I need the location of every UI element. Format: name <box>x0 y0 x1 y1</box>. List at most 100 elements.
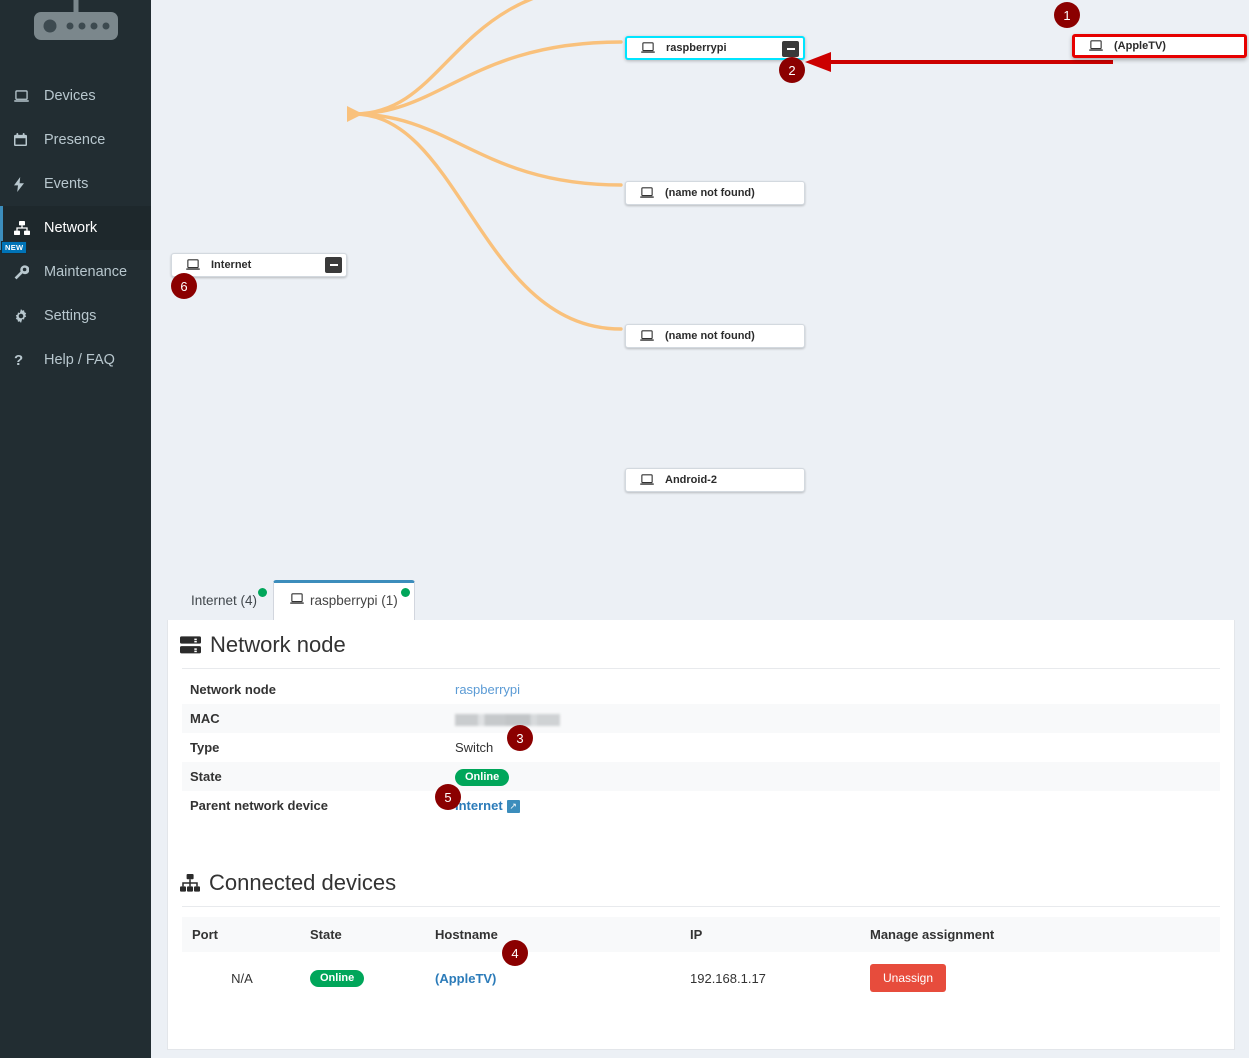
sidebar: Devices Presence Events Network NEW <box>0 0 151 1058</box>
connected-devices-table: Port State Hostname IP Manage assignment… <box>182 917 1220 1004</box>
sitemap-icon <box>180 874 200 892</box>
topology-node-appletv[interactable]: (AppleTV) <box>1072 34 1247 58</box>
row-value: raspberrypi <box>447 675 1220 704</box>
sidebar-item-maintenance[interactable]: NEW Maintenance <box>0 241 151 294</box>
sidebar-item-label: Settings <box>44 308 97 324</box>
tab-internet[interactable]: Internet (4) <box>175 581 273 621</box>
laptop-icon <box>640 330 654 342</box>
parent-network-device-link[interactable]: Internet <box>455 797 503 813</box>
app-logo[interactable] <box>0 0 151 60</box>
divider <box>182 906 1220 907</box>
sidebar-nav: Devices Presence Events Network NEW <box>0 74 151 382</box>
topology-node-label: (name not found) <box>665 187 755 199</box>
type-value: Switch <box>455 740 494 755</box>
callout-badge-4: 4 <box>502 940 528 966</box>
server-icon <box>180 635 201 655</box>
laptop-icon <box>186 259 200 271</box>
row-key: State <box>190 769 222 784</box>
sidebar-item-label: Events <box>44 176 89 192</box>
column-header-hostname: Hostname <box>427 917 682 952</box>
row-value: Online <box>447 762 1220 791</box>
tab-label: raspberrypi (1) <box>310 593 398 608</box>
detail-tabs: Internet (4) raspberrypi (1) <box>175 575 415 621</box>
topology-node-label: raspberrypi <box>666 42 727 54</box>
table-row: N/A Online (AppleTV) 4 192.168.1.17 Unas… <box>182 940 1220 1004</box>
topology-node-label: Android-2 <box>665 474 717 486</box>
network-node-heading: Network node <box>168 620 1234 668</box>
cell-hostname: (AppleTV) 4 <box>427 940 682 1004</box>
gear-icon <box>14 309 36 323</box>
topology-edges <box>347 0 1113 331</box>
new-badge: NEW <box>1 241 28 254</box>
laptop-icon <box>1089 40 1103 52</box>
topology-node-raspberrypi[interactable]: raspberrypi <box>625 36 805 60</box>
callout-badge-3: 3 <box>507 725 533 751</box>
section-title: Connected devices <box>209 870 397 895</box>
laptop-icon <box>14 89 36 103</box>
table-header-row: Port State Hostname IP Manage assignment <box>182 917 1220 952</box>
bolt-icon <box>14 176 36 192</box>
column-header-manage-assignment: Manage assignment <box>862 917 1220 952</box>
row-key: MAC <box>190 711 220 726</box>
sidebar-item-label: Help / FAQ <box>44 352 115 368</box>
row-key: Type <box>190 740 220 755</box>
sidebar-item-label: Presence <box>44 132 106 148</box>
collapse-toggle-internet[interactable] <box>325 257 342 273</box>
topology-node-internet[interactable]: Internet <box>171 253 347 277</box>
annotation-arrow <box>805 52 1113 72</box>
topology-node-label: Internet <box>211 259 252 271</box>
tab-raspberrypi[interactable]: raspberrypi (1) <box>273 580 415 621</box>
topology-node-label: (AppleTV) <box>1114 40 1166 52</box>
status-dot-online <box>400 588 410 597</box>
column-header-port: Port <box>182 917 302 952</box>
sidebar-item-label: Devices <box>44 88 96 104</box>
table-row: State Online <box>182 762 1220 791</box>
connected-devices-heading: Connected devices <box>168 820 1234 906</box>
laptop-icon <box>290 593 304 608</box>
cell-manage-assignment: Unassign <box>862 952 1220 1004</box>
sidebar-item-label: Maintenance <box>44 264 128 280</box>
tab-label: Internet (4) <box>191 593 258 608</box>
status-badge: Online <box>455 768 510 786</box>
laptop-icon <box>641 42 655 54</box>
row-value <box>447 704 1220 733</box>
callout-badge-1: 1 <box>1054 2 1080 28</box>
callout-badge-5: 5 <box>435 784 461 810</box>
laptop-icon <box>640 187 654 199</box>
sidebar-item-events[interactable]: Events <box>0 162 151 206</box>
wrench-icon <box>14 264 36 280</box>
topology-node-android-2[interactable]: Android-2 <box>625 468 805 492</box>
callout-badge-2: 2 <box>779 57 805 83</box>
topology-node-unnamed-2[interactable]: (name not found) <box>625 324 805 348</box>
row-value: Internet ↗ 5 <box>435 784 1220 820</box>
table-row: MAC <box>182 704 1220 733</box>
status-dot-online <box>258 588 268 597</box>
hostname-link[interactable]: (AppleTV) <box>435 970 497 986</box>
table-row: Parent network device Internet ↗ 5 <box>182 784 1220 820</box>
topology-node-label: (name not found) <box>665 330 755 342</box>
question-icon: ? <box>14 351 24 369</box>
main-content: raspberrypi (AppleTV) (name not found) (… <box>151 0 1249 1058</box>
router-icon <box>34 0 118 40</box>
calendar-icon <box>14 133 36 147</box>
row-key: Parent network device <box>190 798 328 813</box>
callout-badge-6: 6 <box>171 273 197 299</box>
cell-ip: 192.168.1.17 <box>690 970 766 986</box>
table-row: Type Switch 3 <box>182 725 1220 762</box>
network-topology-canvas[interactable]: raspberrypi (AppleTV) (name not found) (… <box>151 0 1249 565</box>
unassign-button[interactable]: Unassign <box>870 964 947 992</box>
table-row: Network node raspberrypi <box>182 675 1220 704</box>
sidebar-item-help-faq[interactable]: ? Help / FAQ <box>0 338 151 382</box>
topology-node-unnamed-1[interactable]: (name not found) <box>625 181 805 205</box>
network-node-link[interactable]: raspberrypi <box>455 682 521 697</box>
column-header-state: State <box>302 917 427 952</box>
divider <box>182 668 1220 669</box>
sidebar-item-presence[interactable]: Presence <box>0 118 151 162</box>
sidebar-item-settings[interactable]: Settings <box>0 294 151 338</box>
mac-redacted-value <box>455 713 560 726</box>
row-value: Switch 3 <box>447 725 1220 762</box>
external-link-icon[interactable]: ↗ <box>506 800 520 814</box>
collapse-toggle-raspberrypi[interactable] <box>782 41 799 57</box>
sidebar-item-devices[interactable]: Devices <box>0 74 151 118</box>
detail-panel: Network node Network node raspberrypi MA… <box>167 620 1235 1050</box>
